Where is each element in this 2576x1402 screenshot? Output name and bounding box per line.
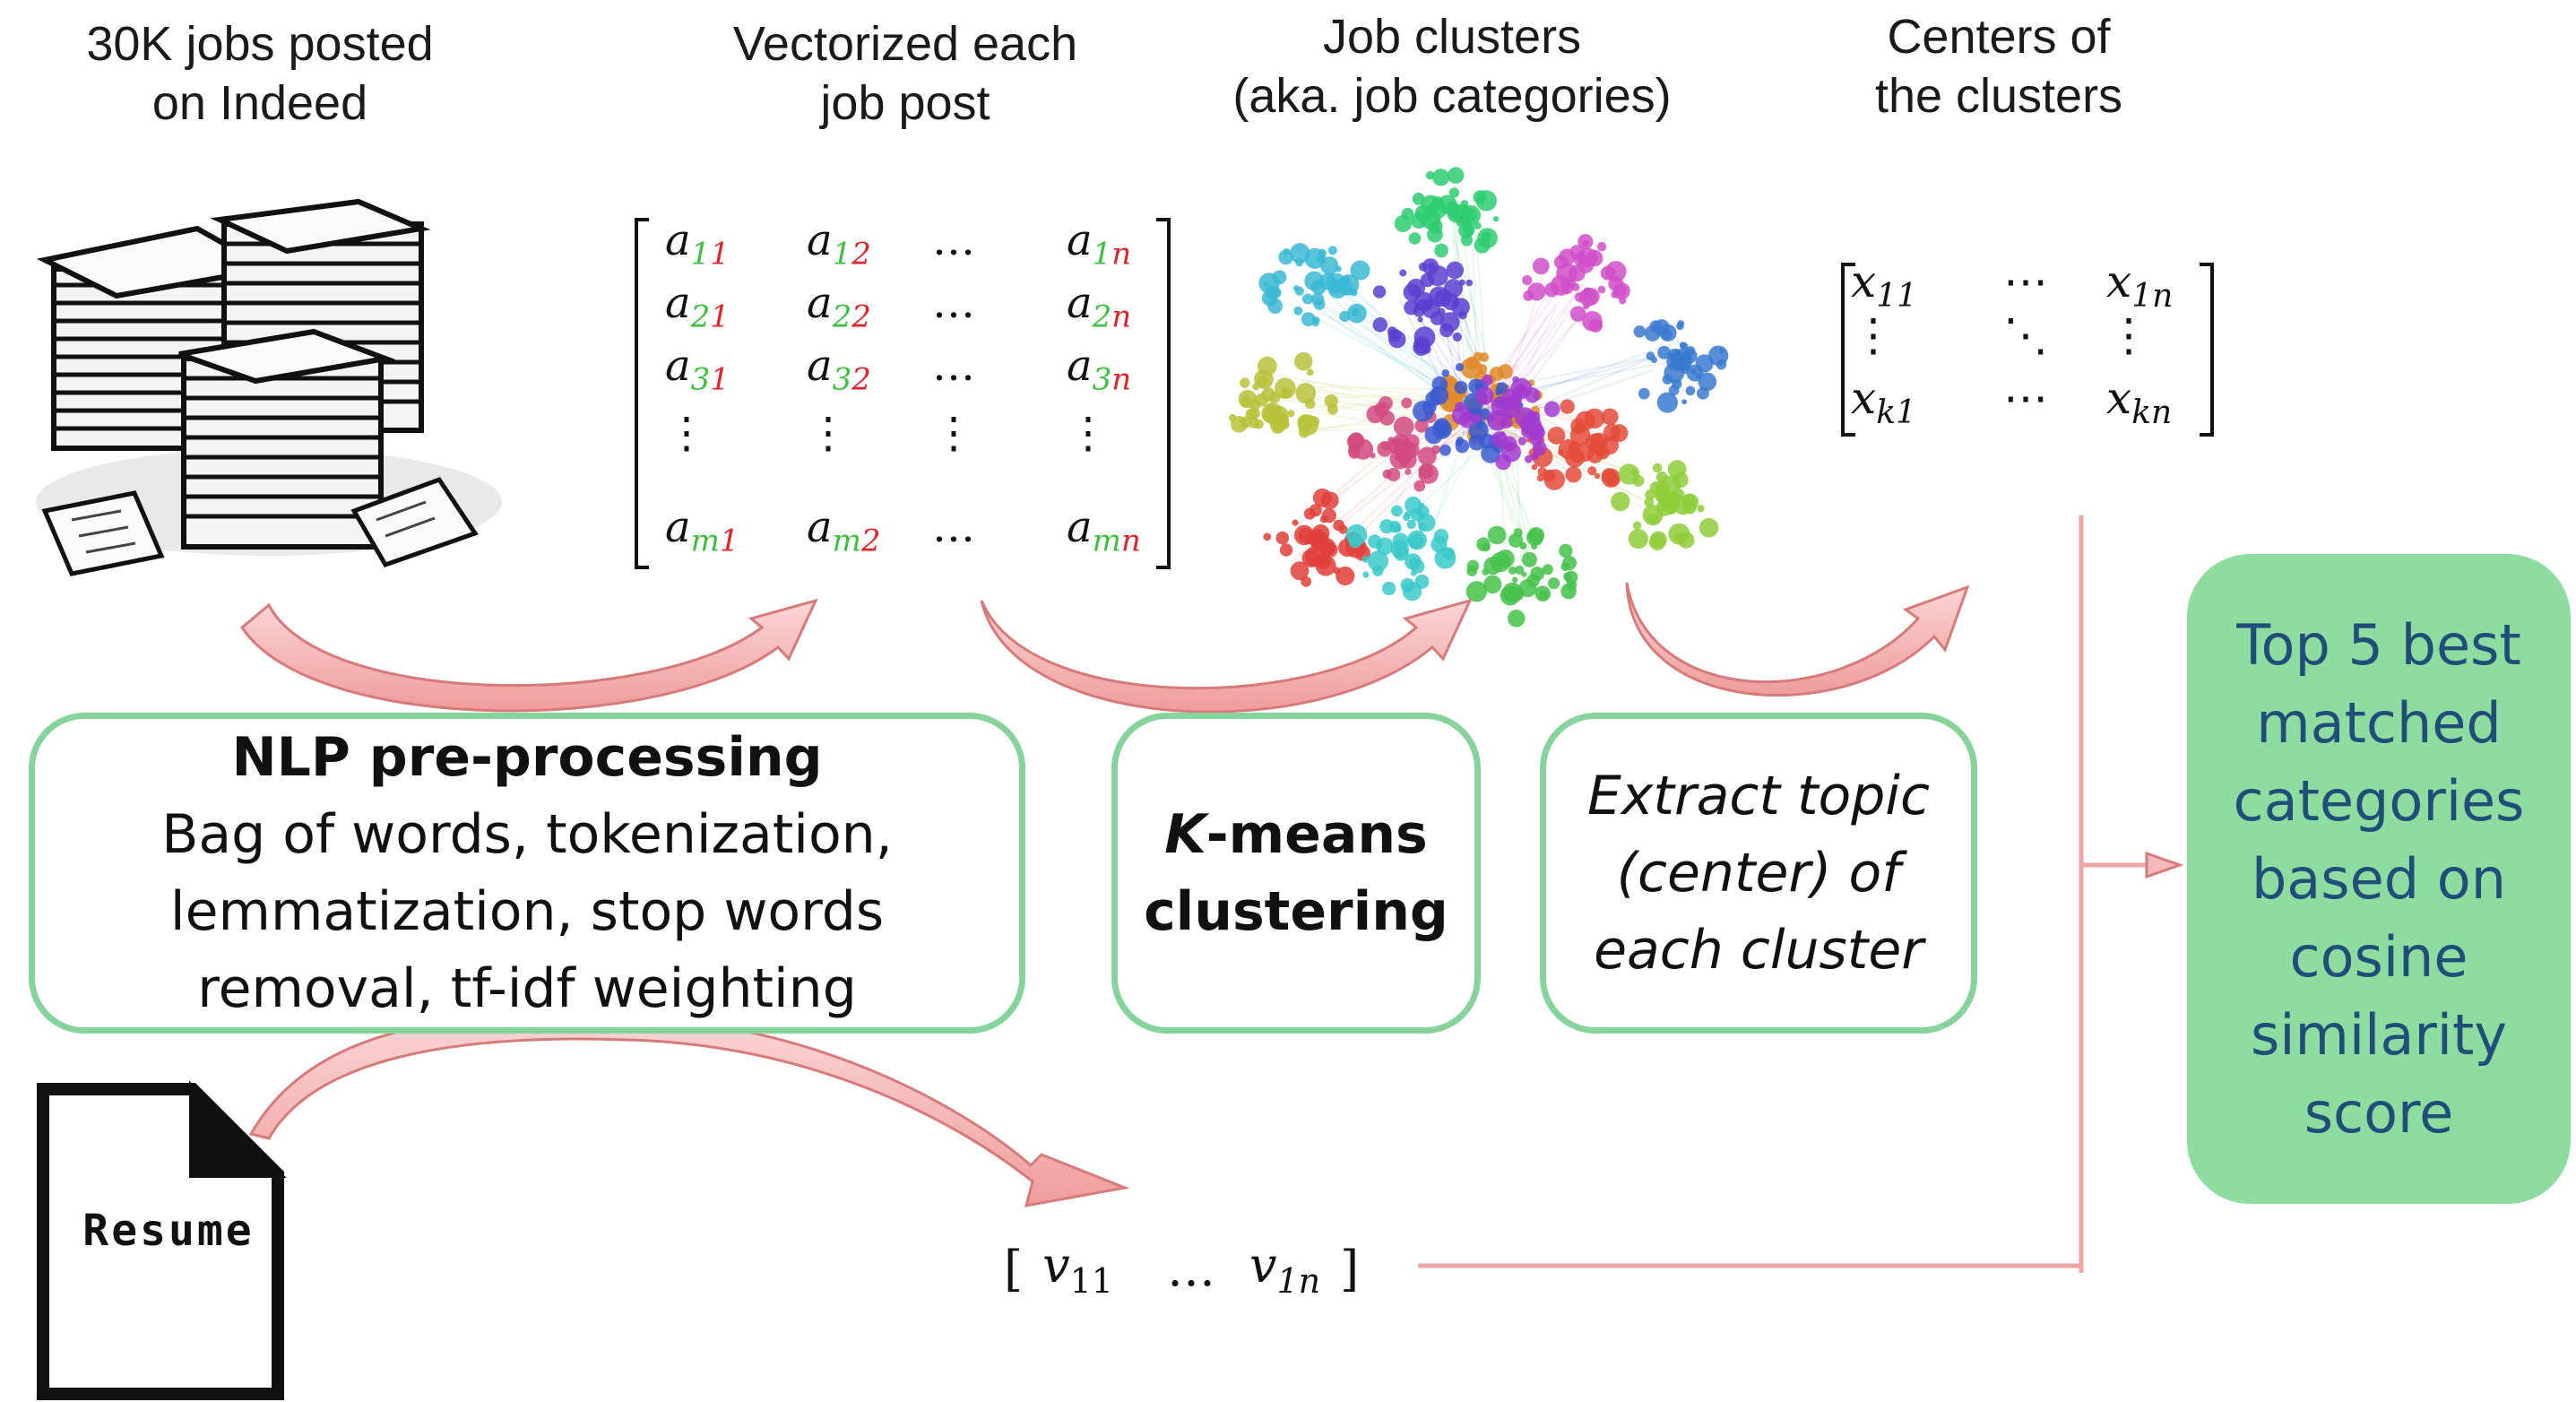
- matrix-x-brackets: [1841, 263, 2214, 437]
- matrix-x-cell: x11: [1851, 255, 1918, 315]
- matrix-x-cell: ⋮: [1851, 309, 1896, 361]
- vector-v11: v11: [1042, 1236, 1113, 1301]
- matrix-a-cell: amn: [1067, 502, 1141, 559]
- extract-line-3: each cluster: [1594, 919, 1923, 982]
- matrix-a-cell: a1n: [1067, 215, 1132, 273]
- matrix-a: a11 a12 … a1n a21 a22 … a2n a31 a32 … a3n ⋮ ⋮ ⋮ ⋮ am1 am2…: [645, 215, 1165, 574]
- extract-line-1: Extract topic: [1587, 765, 1930, 827]
- arrow-centers: [1625, 582, 1970, 697]
- result-line-1: Top 5 best: [2236, 612, 2521, 678]
- matrix-a-brackets: [635, 218, 1171, 569]
- connector-lines: [1418, 515, 2151, 1273]
- arrow-resume: [248, 1014, 1130, 1207]
- kmeans-means: -means: [1206, 803, 1428, 866]
- matrix-x-cell: x1n: [2106, 255, 2174, 315]
- matrix-a-cell: …: [932, 278, 975, 328]
- matrix-a-cell: …: [932, 502, 975, 552]
- matrix-a-cell: a31: [665, 341, 730, 398]
- title-jobs-line2: on Indeed: [151, 76, 368, 130]
- nlp-line-1: Bag of words, tokenization,: [161, 803, 893, 866]
- extract-topic-box: Extract topic (center) of each cluster: [1540, 713, 1977, 1034]
- vector-open-bracket: [: [1004, 1240, 1024, 1297]
- arrow-to-result: [2145, 851, 2184, 879]
- result-line-3: categories: [2233, 768, 2525, 834]
- resume-label: Resume: [82, 1206, 255, 1256]
- vector-close-bracket: ]: [1340, 1240, 1360, 1297]
- kmeans-k: K: [1164, 803, 1206, 866]
- title-job-clusters: Job clusters (aka. job categories): [1192, 7, 1712, 125]
- matrix-a-cell: a21: [665, 278, 730, 335]
- title-vectorized: Vectorized each job post: [672, 14, 1138, 133]
- matrix-x-cell: ⋮: [2106, 309, 2151, 361]
- matrix-x-cell: ⋯: [2003, 372, 2048, 424]
- vector-v: [ v11 … v1n ]: [1004, 1236, 1416, 1301]
- title-vectorized-line2: job post: [820, 76, 990, 130]
- title-centers-line1: Centers of: [1887, 10, 2111, 64]
- matrix-x-cell: ⋯: [2003, 255, 2048, 307]
- title-clusters-line1: Job clusters: [1322, 10, 1582, 64]
- matrix-a-cell: a12: [807, 215, 871, 273]
- matrix-x-cell: xkn: [2106, 372, 2173, 431]
- title-vectorized-line1: Vectorized each: [732, 17, 1078, 71]
- nlp-line-3: removal, tf-idf weighting: [197, 957, 857, 1020]
- matrix-a-cell: a3n: [1067, 341, 1132, 398]
- result-line-2: matched: [2256, 690, 2502, 756]
- network-graph-icon: [1228, 167, 1729, 627]
- matrix-a-cell: am1: [665, 502, 739, 559]
- nlp-heading: NLP pre-processing: [231, 726, 823, 789]
- matrix-x-cell: ⋱: [2003, 309, 2048, 361]
- kmeans-box: K-means clustering: [1111, 713, 1481, 1034]
- nlp-preprocessing-box: NLP pre-processing Bag of words, tokeniz…: [29, 713, 1025, 1034]
- matrix-a-cell: a2n: [1067, 278, 1132, 335]
- extract-line-2: (center) of: [1616, 842, 1901, 904]
- matrix-a-cell: …: [932, 341, 975, 391]
- matrix-a-cell: ⋮: [932, 408, 975, 458]
- kmeans-line-2: clustering: [1144, 880, 1448, 943]
- title-jobs-posted: 30K jobs posted on Indeed: [36, 14, 484, 133]
- title-centers: Centers of the clusters: [1784, 7, 2214, 125]
- arrow-cluster: [980, 598, 1473, 714]
- matrix-a-cell: ⋮: [1067, 408, 1110, 458]
- result-line-4: based on: [2251, 846, 2507, 912]
- matrix-a-cell: am2: [807, 502, 881, 559]
- matrix-x: x11 ⋯ x1n ⋮ ⋱ ⋮ xk1 ⋯ xkn: [1851, 255, 2205, 444]
- title-clusters-line2: (aka. job categories): [1232, 69, 1672, 123]
- vector-dots: …: [1166, 1240, 1215, 1297]
- result-line-7: score: [2304, 1080, 2454, 1146]
- matrix-a-cell: a32: [807, 341, 871, 398]
- result-box: Top 5 best matched categories based on c…: [2187, 554, 2571, 1204]
- matrix-a-cell: ⋮: [665, 408, 708, 458]
- arrow-preprocess: [240, 598, 818, 713]
- title-centers-line2: the clusters: [1874, 69, 2123, 123]
- matrix-x-cell: xk1: [1851, 372, 1916, 431]
- document-icon: [37, 1080, 287, 1400]
- vector-v1n: v1n: [1249, 1236, 1321, 1301]
- title-jobs-line1: 30K jobs posted: [86, 17, 434, 71]
- result-line-5: cosine: [2289, 924, 2468, 990]
- matrix-a-cell: a22: [807, 278, 871, 335]
- paper-stack-icon: [36, 198, 502, 576]
- matrix-a-cell: ⋮: [807, 408, 850, 458]
- nlp-line-2: lemmatization, stop words: [169, 880, 885, 943]
- matrix-a-cell: a11: [665, 215, 730, 273]
- kmeans-line-1: K-means: [1164, 796, 1428, 873]
- matrix-a-cell: …: [932, 215, 975, 265]
- result-line-6: similarity: [2250, 1002, 2508, 1068]
